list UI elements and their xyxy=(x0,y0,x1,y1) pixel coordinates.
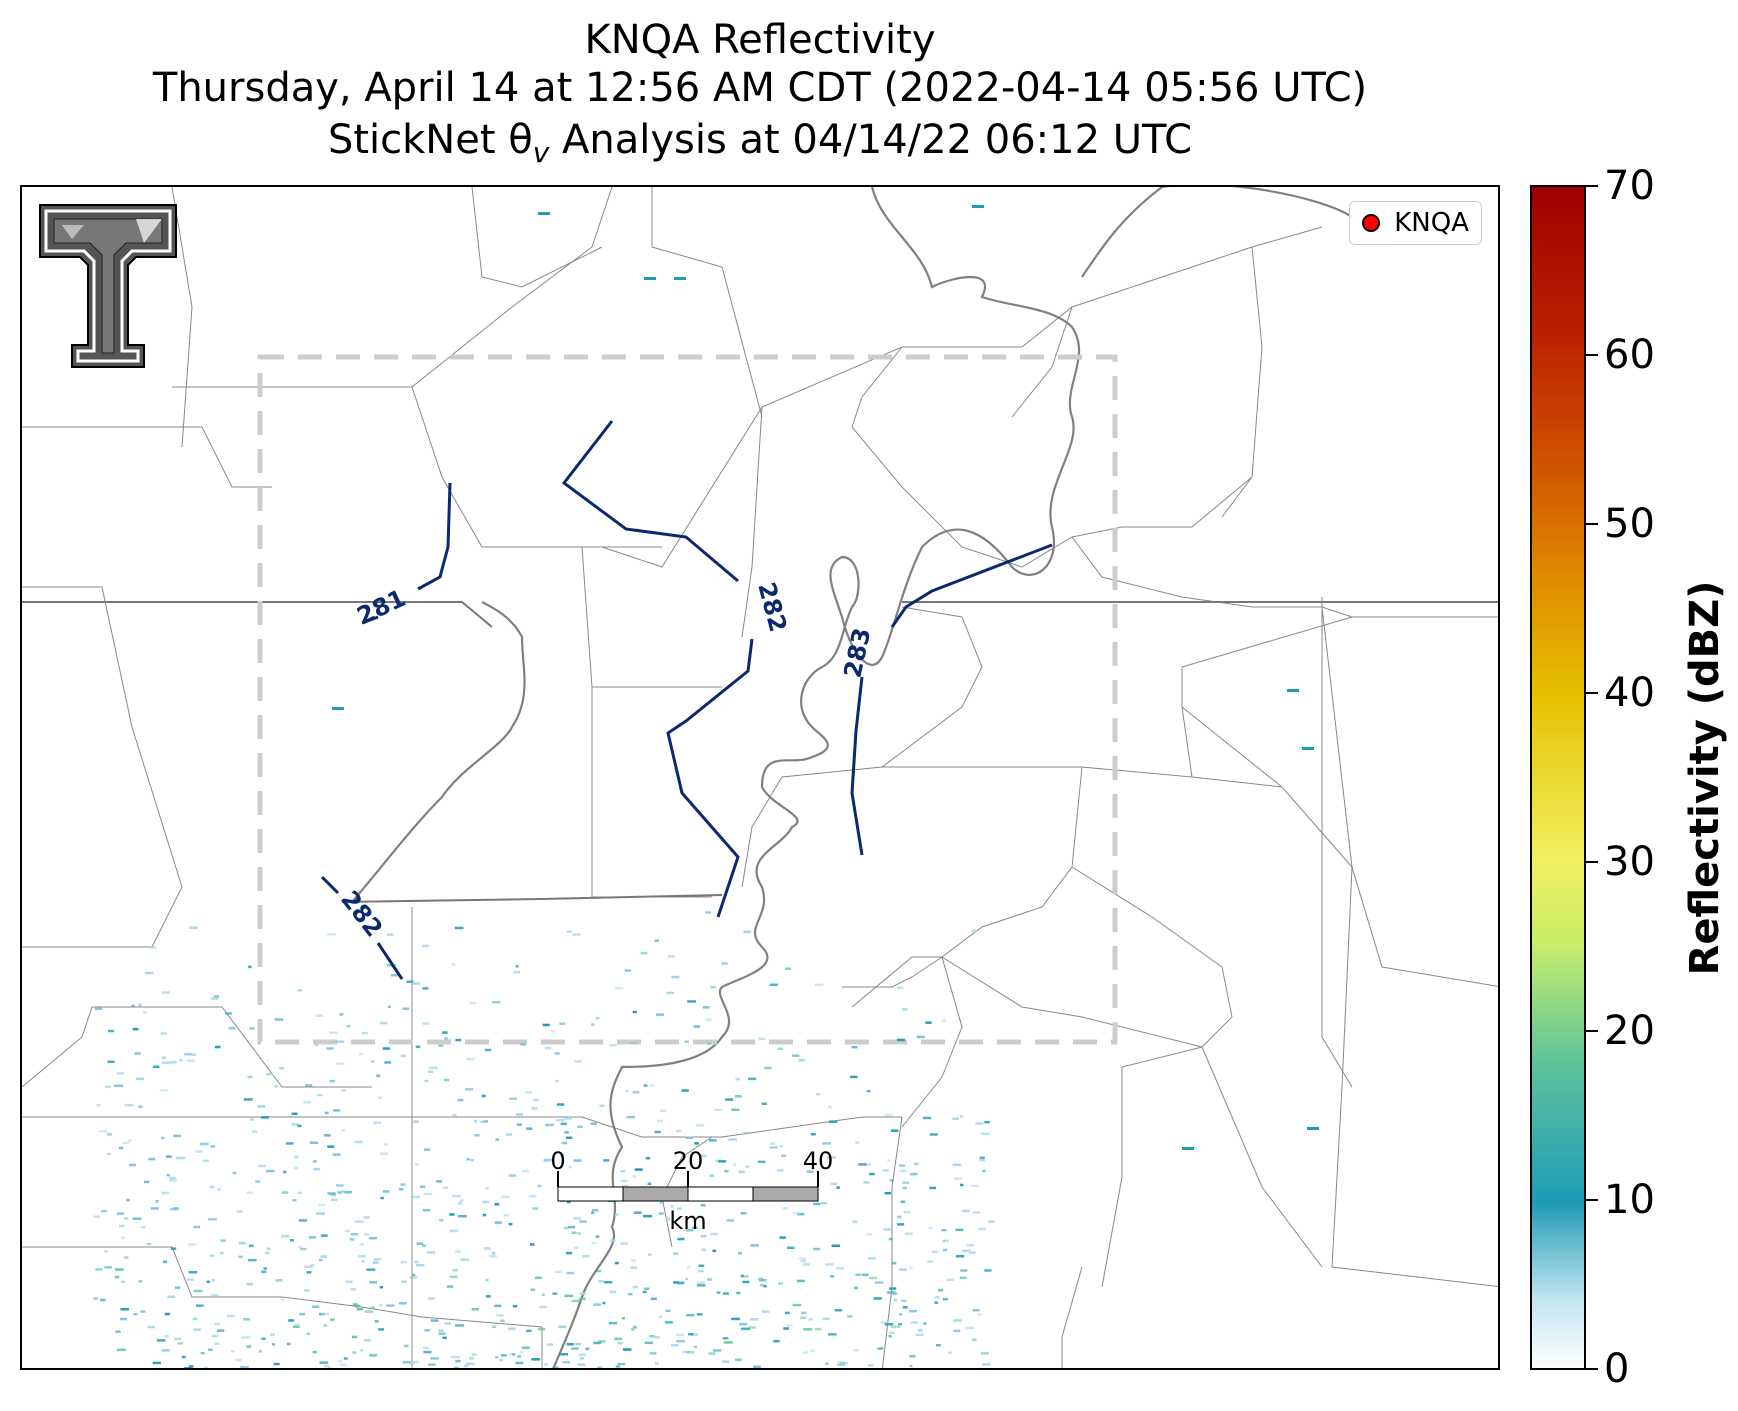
texas-tech-logo xyxy=(39,204,177,368)
analysis-time: StickNet θv Analysis at 04/14/22 06:12 U… xyxy=(327,117,1193,169)
colorbar-tick-label: 0 xyxy=(1604,1346,1630,1392)
theta-v-contours xyxy=(320,420,1053,980)
colorbar-tick-mark xyxy=(1586,523,1598,525)
ohio-river xyxy=(351,601,526,903)
colorbar-tick-label: 10 xyxy=(1604,1177,1655,1223)
county-boundaries xyxy=(22,187,1498,1368)
colorbar-tick-label: 70 xyxy=(1604,163,1655,209)
contour-label-281: 281 xyxy=(353,584,410,631)
scale-tick-0: 0 xyxy=(550,1147,565,1175)
colorbar-tick-mark xyxy=(1586,354,1598,356)
map-panel[interactable]: 281 282 283 282 0 20 40 km KNQA xyxy=(20,185,1500,1370)
contour-282-sw-lower xyxy=(376,942,404,980)
state-boundaries xyxy=(22,601,1498,903)
contour-283-south xyxy=(850,676,864,856)
colorbar-tick-mark xyxy=(1586,1368,1598,1370)
colorbar-tick-label: 30 xyxy=(1604,839,1655,885)
colorbar-tick-mark xyxy=(1586,1030,1598,1032)
contour-283 xyxy=(890,543,1053,628)
colorbar-tick-mark xyxy=(1586,185,1598,187)
map-datetime: Thursday, April 14 at 12:56 AM CDT (2022… xyxy=(152,65,1368,111)
colorbar-tick-label: 20 xyxy=(1604,1008,1655,1054)
map-title: KNQA Reflectivity xyxy=(584,17,936,63)
contour-label-282: 282 xyxy=(752,579,792,635)
scale-tick-40: 40 xyxy=(803,1147,834,1175)
colorbar-tick-mark xyxy=(1586,1199,1598,1201)
mississippi-river xyxy=(552,187,1081,1368)
colorbar-tick-mark xyxy=(1586,861,1598,863)
contour-281 xyxy=(417,482,452,591)
scale-bar: 0 20 40 km xyxy=(550,1147,833,1235)
colorbar-tick-label: 50 xyxy=(1604,501,1655,547)
contour-282-sw xyxy=(320,875,340,895)
radar-site-marker-icon xyxy=(1362,214,1381,232)
colorbar-tick-label: 60 xyxy=(1604,332,1655,378)
river-north xyxy=(1081,187,1353,278)
reflectivity-colorbar xyxy=(1530,185,1586,1370)
colorbar-tick-label: 40 xyxy=(1604,670,1655,716)
contour-label-282-sw: 282 xyxy=(335,885,388,942)
contour-label-283: 283 xyxy=(838,625,876,680)
reflectivity-field xyxy=(93,205,1319,1368)
contour-282-north xyxy=(561,420,739,583)
map-legend: KNQA xyxy=(1349,201,1482,245)
contour-282-south xyxy=(666,638,754,918)
map-canvas[interactable]: 281 282 283 282 0 20 40 km xyxy=(22,187,1500,1370)
scale-unit: km xyxy=(669,1207,706,1235)
analysis-domain-box xyxy=(257,354,1118,1045)
colorbar-tick-mark xyxy=(1586,692,1598,694)
legend-label: KNQA xyxy=(1394,208,1469,238)
colorbar-title: Reflectivity (dBZ) xyxy=(1682,580,1728,976)
scale-tick-20: 20 xyxy=(673,1147,704,1175)
contour-281-lower xyxy=(361,615,379,625)
